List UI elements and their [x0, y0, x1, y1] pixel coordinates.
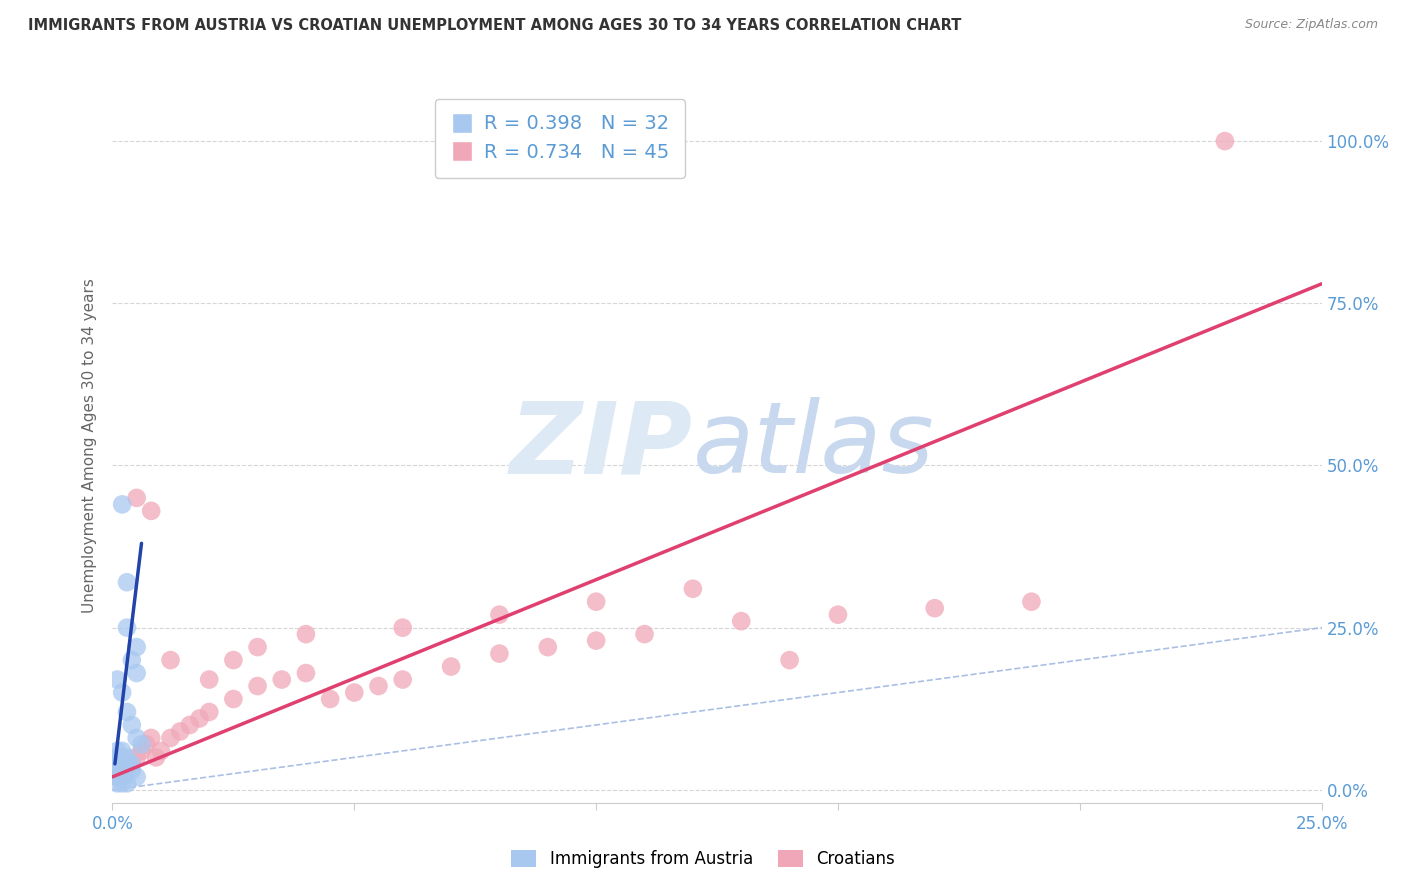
- Point: [169, 724, 191, 739]
- Point: [115, 750, 138, 764]
- Point: [730, 614, 752, 628]
- Point: [246, 679, 269, 693]
- Point: [295, 666, 318, 681]
- Point: [159, 653, 181, 667]
- Point: [135, 738, 157, 752]
- Point: [115, 764, 138, 778]
- Point: [222, 692, 245, 706]
- Point: [105, 770, 128, 784]
- Point: [121, 756, 143, 771]
- Point: [111, 756, 134, 771]
- Point: [121, 764, 143, 778]
- Point: [343, 685, 366, 699]
- Point: [295, 627, 318, 641]
- Point: [105, 764, 128, 778]
- Point: [319, 692, 342, 706]
- Point: [105, 744, 128, 758]
- Point: [682, 582, 704, 596]
- Point: [827, 607, 849, 622]
- Text: IMMIGRANTS FROM AUSTRIA VS CROATIAN UNEMPLOYMENT AMONG AGES 30 TO 34 YEARS CORRE: IMMIGRANTS FROM AUSTRIA VS CROATIAN UNEM…: [28, 18, 962, 33]
- Point: [115, 756, 138, 771]
- Point: [222, 653, 245, 667]
- Point: [141, 504, 163, 518]
- Point: [111, 764, 134, 778]
- Point: [145, 750, 167, 764]
- Point: [115, 776, 138, 790]
- Point: [111, 776, 134, 790]
- Point: [111, 744, 134, 758]
- Point: [270, 673, 292, 687]
- Point: [488, 607, 510, 622]
- Point: [141, 731, 163, 745]
- Point: [115, 621, 138, 635]
- Point: [115, 705, 138, 719]
- Point: [367, 679, 389, 693]
- Point: [131, 744, 153, 758]
- Point: [488, 647, 510, 661]
- Point: [924, 601, 946, 615]
- Text: atlas: atlas: [693, 398, 935, 494]
- Point: [179, 718, 201, 732]
- Point: [633, 627, 655, 641]
- Point: [1021, 595, 1043, 609]
- Y-axis label: Unemployment Among Ages 30 to 34 years: Unemployment Among Ages 30 to 34 years: [82, 278, 97, 614]
- Point: [198, 673, 221, 687]
- Point: [585, 595, 607, 609]
- Point: [105, 750, 128, 764]
- Point: [125, 666, 148, 681]
- Point: [159, 731, 181, 745]
- Point: [111, 497, 134, 511]
- Point: [121, 756, 143, 771]
- Point: [440, 659, 463, 673]
- Point: [125, 731, 148, 745]
- Point: [111, 770, 134, 784]
- Point: [111, 685, 134, 699]
- Text: Source: ZipAtlas.com: Source: ZipAtlas.com: [1244, 18, 1378, 31]
- Point: [149, 744, 172, 758]
- Point: [131, 738, 153, 752]
- Point: [105, 756, 128, 771]
- Legend: R = 0.398   N = 32, R = 0.734   N = 45: R = 0.398 N = 32, R = 0.734 N = 45: [436, 99, 685, 178]
- Point: [391, 673, 413, 687]
- Point: [105, 673, 128, 687]
- Point: [105, 770, 128, 784]
- Point: [115, 764, 138, 778]
- Point: [246, 640, 269, 654]
- Point: [115, 575, 138, 590]
- Text: ZIP: ZIP: [510, 398, 693, 494]
- Legend: Immigrants from Austria, Croatians: Immigrants from Austria, Croatians: [505, 843, 901, 875]
- Point: [198, 705, 221, 719]
- Point: [111, 770, 134, 784]
- Point: [391, 621, 413, 635]
- Point: [111, 770, 134, 784]
- Point: [125, 770, 148, 784]
- Point: [537, 640, 560, 654]
- Point: [125, 491, 148, 505]
- Point: [125, 640, 148, 654]
- Point: [779, 653, 801, 667]
- Point: [121, 718, 143, 732]
- Point: [1213, 134, 1236, 148]
- Point: [105, 776, 128, 790]
- Point: [125, 750, 148, 764]
- Point: [121, 653, 143, 667]
- Point: [585, 633, 607, 648]
- Point: [188, 711, 211, 725]
- Point: [111, 750, 134, 764]
